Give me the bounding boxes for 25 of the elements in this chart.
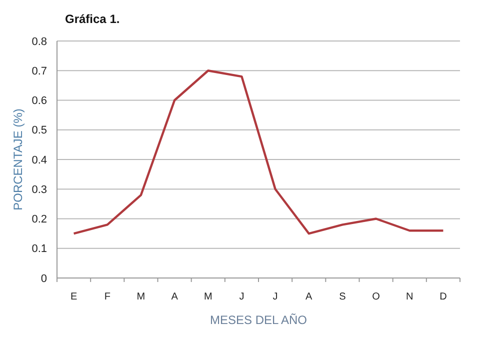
y-tick-label: 0.5: [32, 124, 47, 137]
x-tick-label: J: [272, 292, 278, 302]
x-tick-label: A: [306, 292, 313, 302]
y-tick-label: 0.7: [32, 65, 47, 78]
y-tick-label: 0.1: [32, 243, 47, 256]
y-tick-label: 0.4: [32, 154, 47, 166]
x-axis-title: MESES DEL AÑO: [210, 313, 307, 327]
x-tick-label: M: [204, 292, 212, 302]
chart-title: Gráfica 1.: [65, 12, 120, 26]
x-tick-label: F: [104, 292, 110, 302]
y-tick-label: 0.8: [32, 36, 47, 48]
y-tick-label: 0: [40, 272, 47, 285]
y-tick-label: 0.3: [32, 184, 47, 196]
y-axis-title: PORCENTAJE (%): [11, 108, 25, 210]
x-tick-label: O: [372, 292, 380, 302]
line-series: [72, 70, 444, 235]
x-tick-label: J: [239, 292, 244, 302]
y-tick-label: 0.2: [32, 214, 47, 226]
x-tick-label: S: [339, 292, 346, 302]
x-tick-label: E: [70, 292, 78, 302]
y-tick-label: 0.6: [32, 95, 47, 108]
x-tick-label: N: [406, 292, 414, 302]
x-tick-label: A: [171, 292, 178, 302]
x-tick-label: M: [136, 292, 146, 302]
x-tick-label: D: [440, 292, 447, 302]
